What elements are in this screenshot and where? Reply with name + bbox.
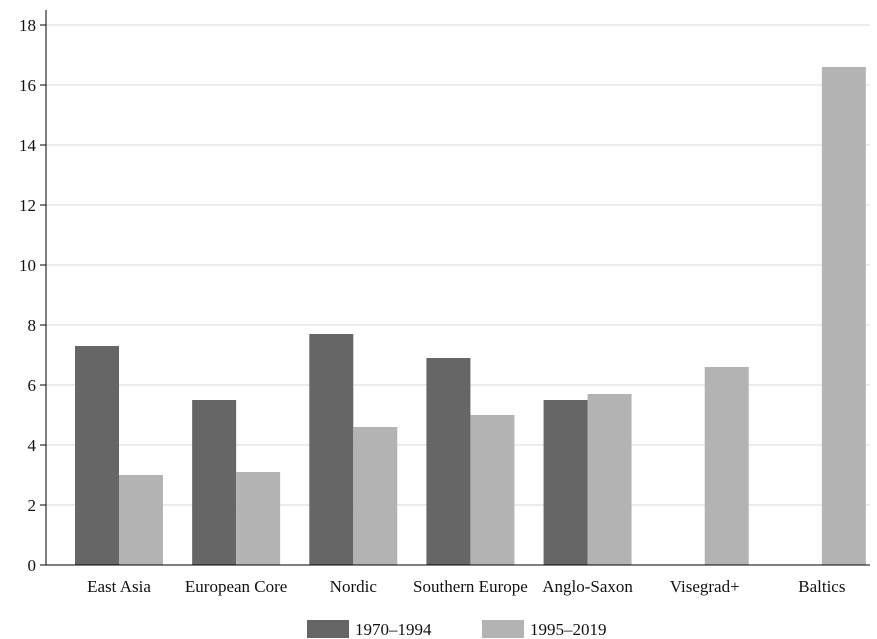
bars: [75, 67, 866, 565]
x-category-label: Southern Europe: [413, 577, 528, 596]
x-axis-labels: East Asia European Core Nordic Southern Eur…: [87, 577, 845, 596]
bar-european-core-series-1: [192, 400, 237, 565]
bar-anglo-saxon-series-1: [543, 400, 588, 565]
x-category-label: Nordic: [330, 577, 378, 596]
y-tick-label: 18: [19, 16, 36, 35]
legend: 1970–1994 1995–2019: [307, 620, 607, 639]
bar-nordic-series-1: [309, 334, 354, 565]
y-tick-label: 2: [28, 496, 37, 515]
x-category-label: Baltics: [798, 577, 845, 596]
legend-label-2: 1995–2019: [530, 620, 607, 639]
x-category-label: Anglo-Saxon: [542, 577, 633, 596]
legend-swatch-2: [482, 620, 524, 638]
y-tick-label: 6: [28, 376, 37, 395]
x-category-label: East Asia: [87, 577, 151, 596]
y-tick-label: 0: [28, 556, 37, 575]
y-axis-ticks: 0 2 4 6 8 10 12 14 16 18: [19, 16, 46, 575]
legend-swatch-1: [307, 620, 349, 638]
gridlines: [46, 24, 870, 506]
bar-east-asia-series-1: [75, 346, 119, 565]
x-category-label: Visegrad+: [670, 577, 740, 596]
bar-east-asia-series-2: [119, 475, 163, 565]
bar-baltics-series-2: [821, 67, 866, 565]
y-tick-label: 14: [19, 136, 37, 155]
axes: [45, 10, 870, 566]
y-tick-label: 12: [19, 196, 36, 215]
y-tick-label: 8: [28, 316, 37, 335]
y-tick-label: 10: [19, 256, 36, 275]
y-tick-label: 4: [28, 436, 37, 455]
bar-anglo-saxon-series-2: [587, 394, 632, 565]
bar-southern-europe-series-1: [426, 358, 471, 565]
bar-southern-europe-series-2: [470, 415, 515, 565]
x-category-label: European Core: [185, 577, 287, 596]
y-tick-label: 16: [19, 76, 36, 95]
bar-visegrad--series-2: [704, 367, 749, 565]
bar-nordic-series-2: [353, 427, 398, 565]
bar-european-core-series-2: [236, 472, 281, 565]
legend-label-1: 1970–1994: [355, 620, 432, 639]
